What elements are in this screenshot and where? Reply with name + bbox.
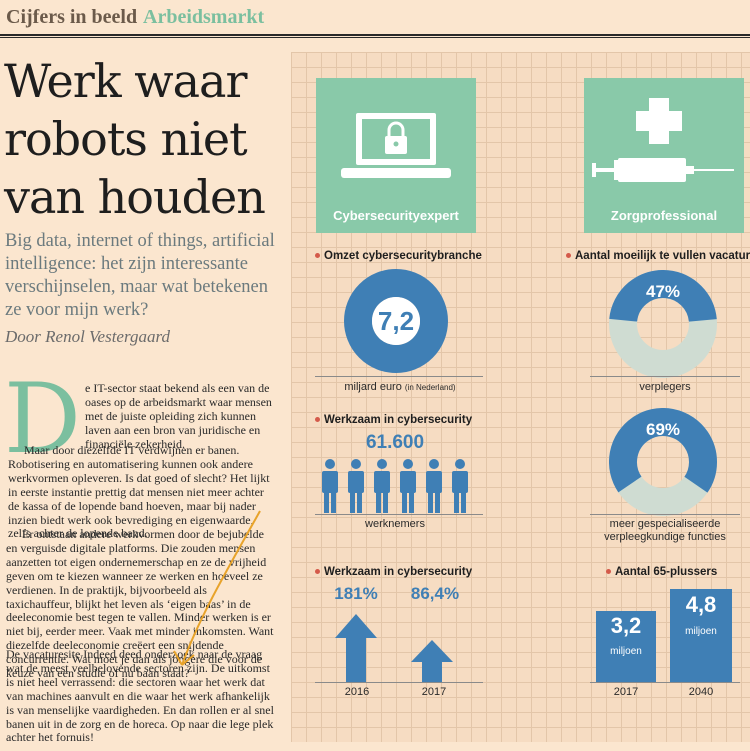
donut-pct: 69% <box>645 420 681 439</box>
divider <box>315 682 483 683</box>
omzet-heading: Omzet cybersecuritybranche <box>315 250 495 262</box>
donut-label: verpleegkundige functies <box>604 531 726 543</box>
person-icon <box>322 459 338 513</box>
vacatures-donut-1 <box>609 270 717 378</box>
card-title: Cybersecurityexpert <box>333 208 459 223</box>
bar-value: 3,2 <box>610 613 642 638</box>
byline: Door Renol Vestergaard <box>5 327 170 346</box>
topic-title: Arbeidsmarkt <box>143 6 265 28</box>
donut-label: meer gespecialiseerde <box>609 518 721 530</box>
header-rule <box>0 37 750 38</box>
divider <box>590 376 740 377</box>
card-title: Zorgprofessional <box>610 208 718 223</box>
year-label: 2017 <box>613 686 639 698</box>
bullet-dot <box>606 569 611 575</box>
werkzaam-label: werknemers <box>365 518 425 530</box>
divider <box>315 376 483 377</box>
bullet-dot <box>566 253 571 259</box>
handwritten-arrow <box>173 510 261 666</box>
werkzaam-heading: Werkzaam in cybersecurity <box>315 414 495 426</box>
bar-2040 <box>670 589 732 682</box>
section-title: Cijfers in beeld <box>6 6 138 28</box>
divider <box>590 682 740 683</box>
body-paragraph: Maar door diezelfde IT verdwijnen er ban… <box>8 443 270 541</box>
cybersecurity-card: Cybersecurityexpert <box>316 78 476 233</box>
vacatures-donut-2 <box>609 408 717 516</box>
donut-pct: 47% <box>645 282 681 301</box>
person-icon <box>400 459 416 513</box>
zorg-card: Zorgprofessional <box>584 78 744 233</box>
bullet-dot <box>315 253 320 259</box>
omzet-donut <box>344 269 448 373</box>
headline: Werk waar robots niet van houden <box>4 52 289 226</box>
year-label: 2016 <box>344 686 370 698</box>
year-label: 2017 <box>421 686 447 698</box>
laptop-lock-icon <box>341 113 451 178</box>
omzet-label: miljard euro (in Nederland) <box>344 381 456 393</box>
divider <box>315 514 483 515</box>
person-icon <box>374 459 390 513</box>
page-header: Cijfers in beeld Arbeidsmarkt <box>0 0 750 38</box>
intro-text: Big data, internet of things, artificial… <box>5 231 275 320</box>
divider <box>590 514 740 515</box>
werkzaam-value: 61.600 <box>365 432 425 453</box>
growth-pct: 86,4% <box>410 584 460 603</box>
person-icon <box>348 459 364 513</box>
bar-unit: miljoen <box>685 626 717 637</box>
vacatures-heading: Aantal moeilijk te vullen vacatures <box>566 250 750 262</box>
growth-arrow <box>411 640 453 682</box>
donut-segment <box>609 270 717 378</box>
donut-label: verplegers <box>639 381 691 393</box>
bar-2017 <box>596 611 656 682</box>
bullet-dot <box>315 417 320 423</box>
plussers-heading: Aantal 65-plussers <box>606 566 750 578</box>
person-icon <box>452 459 468 513</box>
person-icon <box>426 459 442 513</box>
year-label: 2040 <box>688 686 714 698</box>
werkzaam-growth-heading: Werkzaam in cybersecurity <box>315 566 495 578</box>
omzet-value: 7,2 <box>377 306 415 336</box>
growth-arrows <box>335 614 453 682</box>
growth-arrow <box>335 614 377 682</box>
bar-unit: miljoen <box>610 646 642 657</box>
drop-cap: D <box>4 363 81 475</box>
bullet-dot <box>315 569 320 575</box>
headline-line: robots niet <box>4 112 248 166</box>
headline-line: van houden <box>4 170 266 224</box>
bar-value: 4,8 <box>685 592 717 617</box>
body-paragraph: Er ontstaan andere werkvormen door de be… <box>6 527 274 681</box>
donut-segment <box>609 408 717 516</box>
header-rule <box>0 34 750 36</box>
body-paragraph: e IT-sector staat bekend als een van de … <box>85 381 272 451</box>
body-paragraph: De vacaturesite Indeed deed onderzoek na… <box>6 647 274 745</box>
syringe-icon <box>592 98 734 182</box>
growth-pct: 181% <box>334 584 378 603</box>
headline-line: Werk waar <box>4 54 247 108</box>
people-icon-row <box>322 459 468 513</box>
